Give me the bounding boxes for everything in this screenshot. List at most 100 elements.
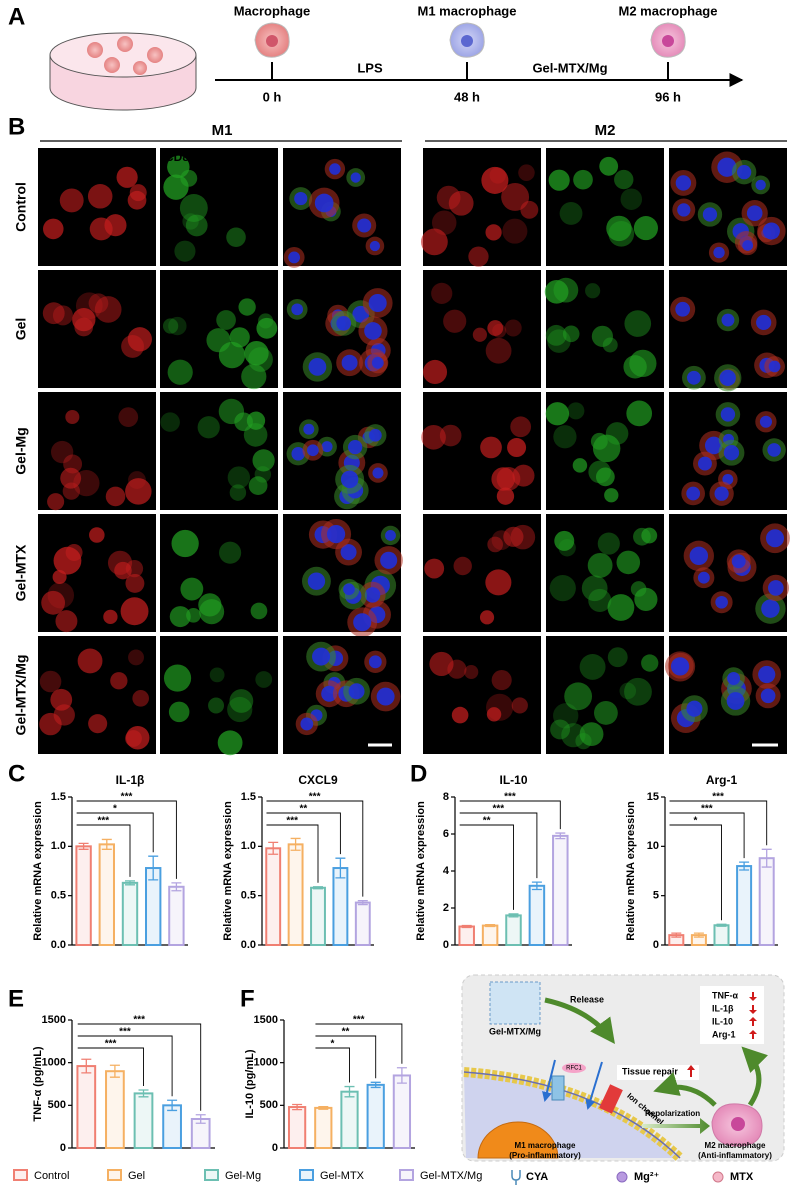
cell-stain (74, 317, 94, 337)
cell-stain (544, 279, 569, 304)
cell-stain (424, 558, 445, 579)
nucleus-stain (291, 303, 304, 316)
cell-stain (641, 654, 659, 672)
nucleus-stain (341, 354, 358, 371)
cell-stain (587, 552, 613, 578)
y-tick-label: 1500 (42, 1014, 66, 1026)
panel-letter: B (8, 113, 25, 140)
nucleus-stain (385, 530, 396, 541)
error-bar (318, 1105, 329, 1110)
chart-title: CXCL9 (298, 773, 338, 787)
significance-label: *** (286, 816, 298, 827)
bar (75, 845, 92, 946)
nucleus-stain (371, 356, 384, 369)
row-label: Gel-MTX/Mg (13, 655, 29, 736)
cell-stain (47, 582, 75, 609)
cell-stain (197, 416, 220, 439)
y-tick-label: 1.0 (241, 840, 256, 852)
cell-stain (572, 458, 588, 473)
nucleus-stain (761, 599, 780, 618)
bar (458, 925, 475, 946)
nucleus-stain (742, 240, 754, 251)
cell-stain (608, 220, 635, 247)
cell-stain (597, 532, 620, 555)
cell-stain (229, 689, 254, 713)
channel-label: Merge (288, 150, 324, 164)
mg-icon (616, 1171, 628, 1183)
legend-swatch (204, 1169, 219, 1181)
cell-stain (431, 282, 453, 304)
cell-stain (614, 169, 634, 190)
y-axis-label: TNF-α (pg/mL) (32, 1046, 44, 1122)
cell-stain (125, 573, 145, 593)
cell-stain (518, 164, 535, 181)
cell-stain (550, 719, 571, 740)
cell-stain (42, 302, 65, 325)
significance-label: *** (119, 1027, 131, 1038)
cell-stain (510, 416, 532, 438)
y-tick-label: 500 (260, 1099, 278, 1111)
bar (552, 834, 569, 946)
cell-stain (250, 602, 268, 620)
symbol-label: Mg²⁺ (634, 1171, 660, 1183)
error-bar (125, 880, 135, 886)
cell-stain (588, 460, 611, 484)
cell-stain (127, 190, 147, 210)
error-bar (171, 882, 182, 892)
error-bar (101, 838, 112, 850)
cell-stain (89, 527, 105, 543)
cell-stain (429, 651, 454, 677)
chart-title: IL-1β (116, 773, 145, 787)
nucleus-stain (380, 551, 398, 569)
nucleus-stain (697, 456, 712, 471)
bar (265, 847, 282, 946)
error-bar (693, 932, 704, 938)
nucleus-stain (350, 172, 361, 183)
legend-swatch (399, 1169, 414, 1181)
cell-stain (606, 215, 632, 242)
significance-bracket (669, 800, 768, 846)
y-tick-label: 6 (443, 828, 449, 840)
legend-label: Gel-MTX (320, 1170, 365, 1182)
error-bar (739, 861, 750, 871)
mtx-icon (712, 1171, 724, 1183)
nucleus-stain (704, 436, 723, 455)
cell-stain (624, 677, 652, 706)
legend-label: Gel-MTX/Mg (420, 1170, 482, 1182)
error-bar (78, 842, 89, 850)
m1-label: M1 macrophage (515, 1141, 576, 1150)
significance-label: *** (492, 804, 504, 815)
nucleus-stain (731, 554, 746, 569)
cell-stain (562, 325, 580, 343)
cell-stain (422, 359, 448, 385)
cell-stain (125, 560, 144, 578)
significance-bracket (77, 1035, 173, 1097)
row-label: Gel (13, 318, 29, 341)
bar (340, 1090, 359, 1150)
bar (392, 1074, 412, 1150)
stage-name: Macrophage (234, 3, 311, 18)
cell-stain (125, 725, 150, 750)
cell-stain (59, 188, 84, 213)
y-axis-label: Relative mRNA expression (625, 801, 637, 941)
channel-label: CD68 (43, 150, 74, 164)
cell-stain (547, 329, 571, 353)
cell-stain (132, 690, 149, 707)
bar (354, 901, 371, 946)
cell-stain (209, 667, 225, 683)
y-tick-label: 500 (48, 1099, 66, 1111)
significance-bracket (76, 800, 177, 879)
up-arrow (687, 1065, 695, 1077)
nucleus-stain (768, 360, 781, 373)
m2-note: (Anti-inflammatory) (698, 1151, 772, 1160)
cell-stain (107, 550, 133, 575)
petri-dish (49, 32, 197, 111)
cell-stain (118, 407, 139, 427)
cell-stain (579, 722, 604, 747)
error-bar (357, 899, 368, 906)
legend-swatch (13, 1169, 28, 1181)
nucleus-stain (756, 314, 772, 331)
significance-bracket (459, 800, 561, 830)
